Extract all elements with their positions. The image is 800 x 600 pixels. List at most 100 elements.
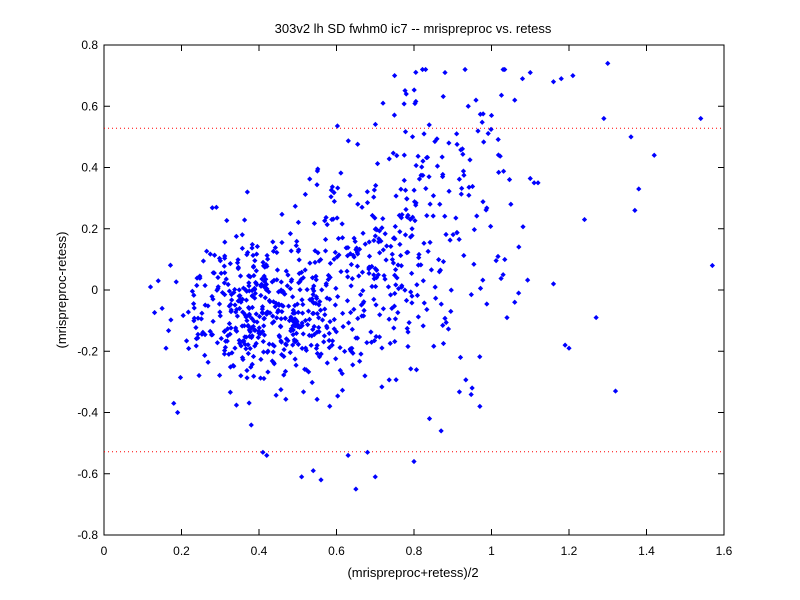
data-point xyxy=(306,316,313,322)
data-point xyxy=(299,297,305,303)
data-point xyxy=(402,129,409,135)
data-point xyxy=(380,247,386,253)
data-point xyxy=(227,389,233,395)
data-point xyxy=(258,356,264,362)
data-point xyxy=(295,322,301,328)
data-point xyxy=(307,260,313,266)
data-point xyxy=(283,268,289,274)
x-tick-label: 0.2 xyxy=(173,544,190,558)
data-point xyxy=(260,338,266,345)
data-point xyxy=(326,337,332,344)
y-tick-label: 0.8 xyxy=(81,38,98,52)
data-point xyxy=(392,236,398,242)
data-point xyxy=(314,396,320,402)
data-point xyxy=(272,245,279,251)
data-point xyxy=(293,317,299,323)
data-point xyxy=(566,345,572,351)
data-point xyxy=(393,282,399,288)
data-point xyxy=(387,340,393,347)
data-point xyxy=(227,260,233,267)
data-point xyxy=(393,193,399,199)
data-point xyxy=(159,305,165,311)
data-point xyxy=(273,392,279,398)
data-point xyxy=(257,375,264,381)
data-point xyxy=(446,188,452,194)
data-point xyxy=(360,288,366,294)
data-point xyxy=(351,306,357,312)
data-point xyxy=(314,329,320,335)
data-point xyxy=(397,241,403,248)
data-point xyxy=(372,121,379,128)
data-point xyxy=(243,297,250,303)
data-point xyxy=(373,302,379,308)
data-point xyxy=(245,342,251,348)
data-point xyxy=(389,305,395,312)
data-point xyxy=(256,313,263,320)
data-point xyxy=(402,187,409,193)
data-point xyxy=(309,275,316,281)
data-point xyxy=(416,255,422,261)
data-point xyxy=(315,166,321,172)
data-point xyxy=(288,248,294,254)
data-point xyxy=(384,243,390,249)
data-point xyxy=(349,326,355,333)
data-point xyxy=(436,256,442,263)
data-point xyxy=(360,313,367,319)
data-point xyxy=(327,403,333,409)
data-point xyxy=(313,300,319,307)
plot-area xyxy=(103,44,725,536)
data-point xyxy=(317,307,324,313)
data-point xyxy=(462,66,468,73)
data-point xyxy=(299,310,306,316)
data-point xyxy=(498,92,505,98)
data-point xyxy=(239,355,246,361)
data-point xyxy=(474,213,480,219)
data-point xyxy=(461,172,467,178)
data-point xyxy=(318,477,324,483)
data-point xyxy=(279,302,285,308)
data-point xyxy=(322,236,329,243)
data-point xyxy=(222,344,229,350)
data-point xyxy=(424,213,430,219)
data-point xyxy=(345,274,351,280)
data-point xyxy=(328,194,334,200)
data-point xyxy=(310,468,316,474)
data-point xyxy=(331,316,337,323)
data-point xyxy=(264,452,270,458)
data-point xyxy=(210,296,216,302)
data-point xyxy=(246,313,252,319)
data-point xyxy=(225,326,231,332)
data-point xyxy=(260,449,266,455)
data-point xyxy=(512,299,518,305)
y-tick-label: -0.2 xyxy=(77,344,98,358)
data-point xyxy=(427,201,433,207)
data-point xyxy=(319,317,326,323)
data-point xyxy=(217,313,223,319)
data-point xyxy=(313,277,319,283)
data-point xyxy=(392,338,398,345)
data-point xyxy=(270,239,276,245)
data-point xyxy=(236,293,242,299)
data-point xyxy=(241,310,247,316)
data-point xyxy=(287,285,294,292)
data-point xyxy=(412,218,418,224)
data-point xyxy=(361,307,367,314)
data-point xyxy=(456,389,463,395)
data-point xyxy=(443,231,449,238)
data-point xyxy=(479,119,485,125)
data-point xyxy=(223,338,229,344)
data-point xyxy=(247,345,253,352)
data-point xyxy=(362,241,368,247)
data-point xyxy=(395,309,401,316)
data-point xyxy=(404,196,410,202)
data-point xyxy=(281,353,287,360)
data-point xyxy=(223,276,229,282)
data-point xyxy=(282,368,289,375)
data-point xyxy=(395,262,401,268)
data-point xyxy=(254,243,261,250)
data-point xyxy=(357,358,363,364)
data-point xyxy=(210,318,216,324)
data-point xyxy=(266,341,272,347)
data-point xyxy=(322,248,329,254)
data-point xyxy=(202,332,208,338)
